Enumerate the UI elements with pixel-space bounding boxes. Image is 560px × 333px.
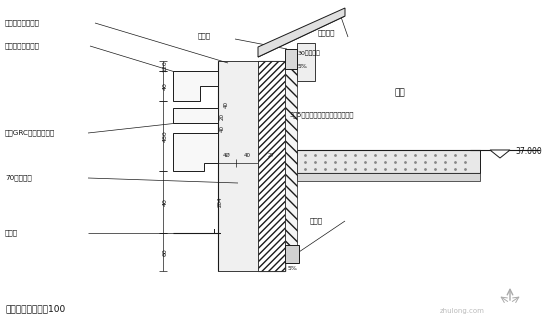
Polygon shape [173, 108, 218, 123]
Text: 附加网格布转觓各100: 附加网格布转觓各100 [5, 304, 66, 313]
Bar [297, 150, 480, 173]
Text: 窗附框: 窗附框 [198, 33, 211, 39]
Text: zhulong.com: zhulong.com [440, 308, 485, 314]
Text: 装饰檩线轻锂支架: 装饰檩线轻锂支架 [5, 43, 40, 49]
Text: 窗附框: 窗附框 [310, 218, 323, 224]
Bar [285, 69, 297, 263]
Bar [297, 173, 480, 181]
Text: 40: 40 [162, 198, 167, 206]
Text: 30厚聚苯板: 30厚聚苯板 [298, 50, 321, 56]
Bar [258, 61, 285, 271]
Text: 岩棉板专用锁固件: 岩棉板专用锁固件 [5, 20, 40, 26]
Text: 3～5厚抹面层砂浆复合材料网格布: 3～5厚抹面层砂浆复合材料网格布 [290, 112, 354, 118]
Text: 70厚岩棉板: 70厚岩棉板 [5, 175, 32, 181]
Text: 5%: 5% [298, 64, 308, 69]
Bar [218, 61, 258, 271]
Text: 5%: 5% [287, 265, 297, 270]
Text: 60: 60 [162, 248, 167, 256]
Text: 4Ø: 4Ø [223, 153, 231, 158]
Bar [285, 245, 299, 263]
Polygon shape [173, 133, 218, 171]
Text: 40: 40 [244, 153, 250, 158]
Bar [285, 49, 297, 69]
Text: 40: 40 [162, 82, 167, 90]
Polygon shape [173, 71, 218, 101]
Text: 40: 40 [223, 101, 228, 108]
Polygon shape [490, 150, 510, 158]
Text: 成品GRC外墙装饰檩线: 成品GRC外墙装饰檩线 [5, 130, 55, 136]
Bar [297, 43, 315, 81]
Text: 40: 40 [220, 125, 225, 132]
Text: 120: 120 [162, 60, 167, 72]
Text: 27: 27 [268, 153, 275, 158]
Text: 滴水线: 滴水线 [5, 230, 18, 236]
Text: 37.000: 37.000 [515, 148, 542, 157]
Text: 餐厅: 餐厅 [395, 89, 405, 98]
Polygon shape [258, 8, 345, 57]
Text: 面砖窗台: 面砖窗台 [318, 30, 335, 36]
Text: 204: 204 [217, 197, 222, 207]
Text: 20: 20 [220, 114, 225, 121]
Text: 480: 480 [162, 130, 167, 142]
